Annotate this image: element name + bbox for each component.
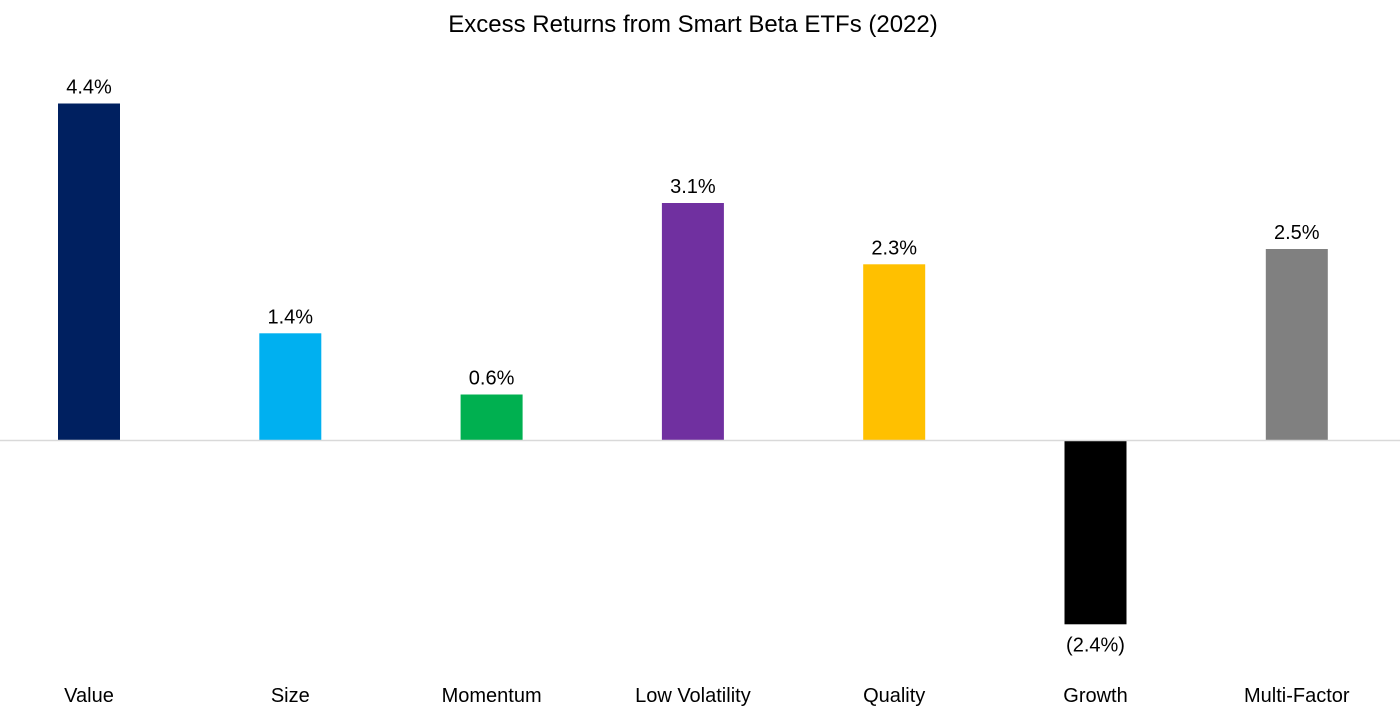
bar-low-volatility: [661, 203, 724, 441]
data-label-momentum: 0.6%: [469, 368, 515, 390]
bar-value: [58, 103, 120, 441]
bars-group: [58, 103, 1328, 625]
data-labels-group: 4.4% 1.4% 0.6% 3.1% 2.3% (2.4%) 2.5%: [66, 77, 1320, 657]
tick-label-size: Size: [271, 685, 310, 707]
tick-label-low-volatility: Low Volatility: [635, 685, 751, 707]
tick-label-multi-factor: Multi-Factor: [1244, 685, 1350, 707]
tick-label-value: Value: [64, 685, 114, 707]
data-label-multi-factor: 2.5%: [1274, 222, 1320, 244]
bar-multi-factor: [1265, 249, 1328, 441]
data-label-size: 1.4%: [268, 306, 314, 328]
tick-label-momentum: Momentum: [442, 685, 542, 707]
data-label-growth: (2.4%): [1066, 634, 1125, 656]
data-label-value: 4.4%: [66, 77, 112, 99]
data-label-quality: 2.3%: [871, 237, 917, 259]
tick-label-quality: Quality: [863, 685, 925, 707]
bar-growth: [1064, 440, 1127, 625]
data-label-low-volatility: 3.1%: [670, 176, 716, 198]
category-axis-labels: Value Size Momentum Low Volatility Quality Gr…: [64, 685, 1350, 707]
tick-label-growth: Growth: [1063, 685, 1127, 707]
bar-quality: [863, 264, 926, 441]
chart-title: Excess Returns from Smart Beta ETFs (202…: [448, 11, 937, 38]
bar-size: [259, 333, 322, 441]
bar-momentum: [460, 394, 523, 441]
